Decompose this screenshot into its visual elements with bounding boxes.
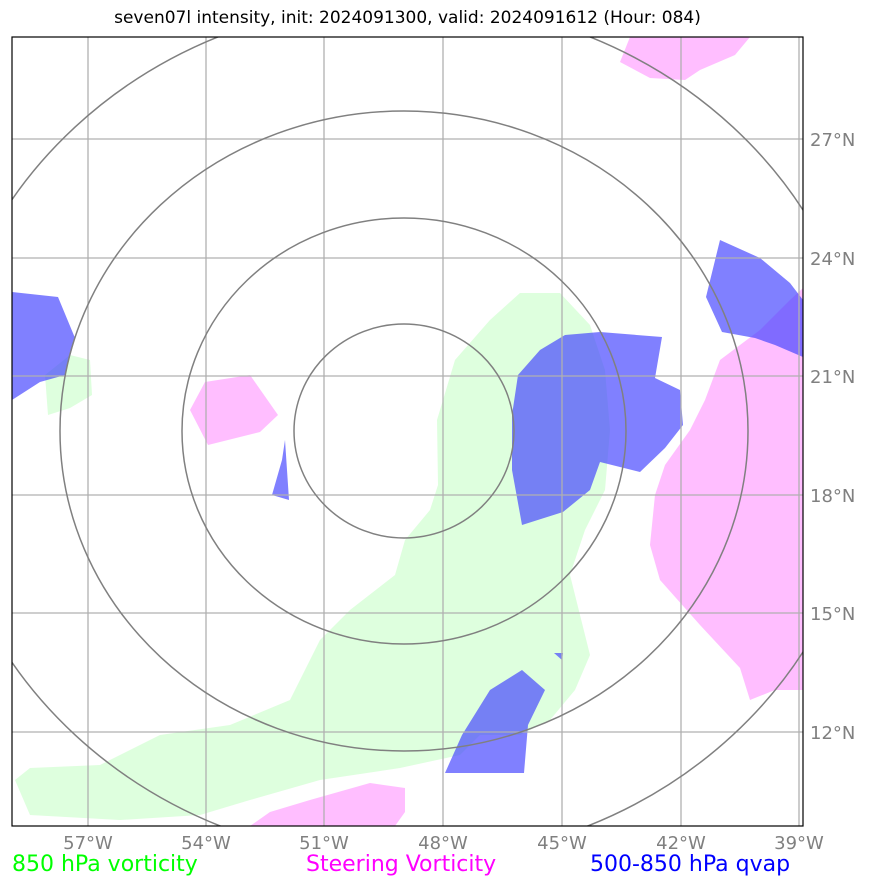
- longitude-label: 51°W: [299, 833, 349, 854]
- longitude-labels: 57°W 54°W 51°W 48°W 45°W 42°W 39°W: [63, 833, 824, 854]
- steering-vorticity-region: [190, 375, 278, 445]
- longitude-label: 57°W: [63, 833, 113, 854]
- range-rings: [12, 37, 803, 826]
- longitude-label: 54°W: [181, 833, 231, 854]
- vorticity-850-region: [15, 293, 610, 820]
- qvap-region: [512, 332, 683, 525]
- range-ring: [293, 323, 515, 539]
- steering-vorticity-layer: [190, 37, 803, 826]
- longitude-label: 39°W: [774, 833, 824, 854]
- longitude-label: 42°W: [656, 833, 706, 854]
- longitude-label: 48°W: [418, 833, 468, 854]
- map-title: seven07l intensity, init: 2024091300, va…: [114, 8, 701, 28]
- range-ring: [59, 110, 749, 752]
- qvap-region: [445, 670, 545, 773]
- qvap-layer: [12, 240, 803, 773]
- qvap-region: [12, 292, 75, 400]
- steering-vorticity-region: [250, 783, 405, 826]
- latitude-label: 27°N: [810, 130, 855, 151]
- latitude-label: 12°N: [810, 723, 855, 744]
- legend-steering-vorticity: Steering Vorticity: [306, 852, 497, 877]
- gridlines: [12, 37, 803, 826]
- legend-qvap: 500-850 hPa qvap: [590, 852, 791, 877]
- legend-vorticity-850: 850 hPa vorticity: [12, 852, 198, 877]
- latitude-label: 15°N: [810, 604, 855, 625]
- latitude-label: 21°N: [810, 367, 855, 388]
- steering-vorticity-region: [620, 37, 750, 80]
- qvap-region: [554, 653, 563, 660]
- map-frame: [11, 36, 804, 827]
- steering-vorticity-region: [650, 288, 803, 700]
- qvap-region: [272, 440, 289, 500]
- latitude-label: 18°N: [810, 486, 855, 507]
- latitude-labels: 27°N 24°N 21°N 18°N 15°N 12°N: [810, 130, 855, 744]
- range-ring: [181, 217, 627, 645]
- longitude-label: 45°W: [537, 833, 587, 854]
- latitude-label: 24°N: [810, 249, 855, 270]
